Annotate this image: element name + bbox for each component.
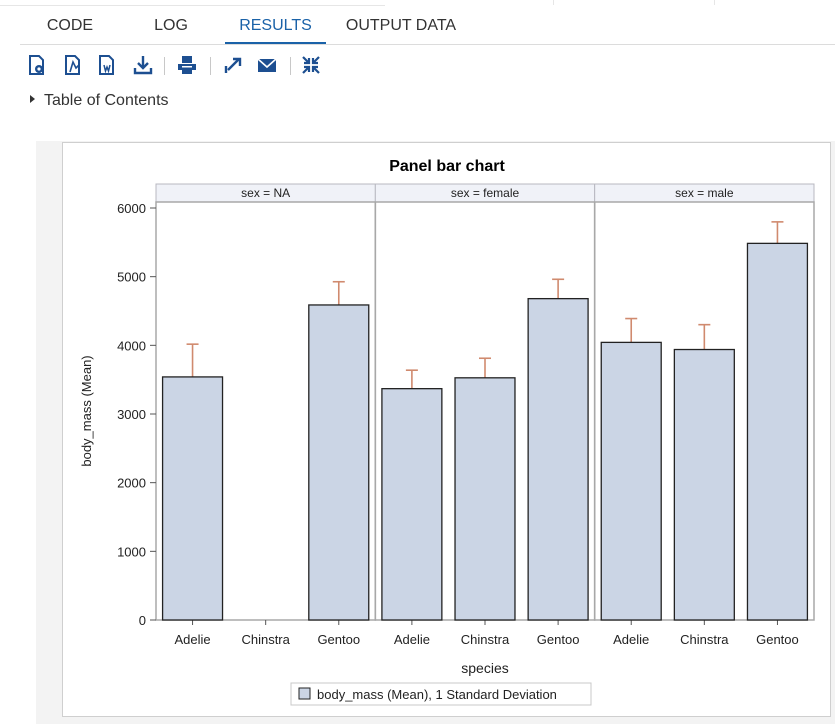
email-icon[interactable]	[256, 54, 278, 78]
print-icon[interactable]	[176, 54, 198, 78]
x-axis-label: species	[461, 660, 508, 676]
toolbar-divider	[164, 57, 165, 75]
html-report-icon[interactable]	[26, 54, 48, 78]
top-strip-tab	[553, 0, 715, 5]
caret-right-icon	[30, 95, 35, 103]
table-of-contents-toggle[interactable]: Table of Contents	[30, 92, 169, 114]
tab-code[interactable]: CODE	[46, 17, 94, 34]
y-tick-label: 3000	[117, 407, 146, 422]
bar	[161, 376, 224, 621]
bar	[527, 297, 589, 621]
collapse-icon[interactable]	[300, 54, 322, 78]
x-tick-label: Gentoo	[317, 632, 360, 647]
chart-title: Panel bar chart	[389, 158, 505, 175]
bar	[673, 348, 735, 621]
x-tick-label: Adelie	[394, 632, 430, 647]
legend-box	[290, 682, 592, 706]
bar	[600, 341, 662, 621]
bar	[746, 242, 809, 621]
y-tick-label: 6000	[117, 201, 146, 216]
panel-header-label: sex = male	[675, 186, 734, 200]
toolbar-divider	[210, 57, 211, 75]
y-tick-label: 1000	[117, 544, 146, 559]
x-tick-label: Chinstra	[241, 632, 290, 647]
results-toolbar	[26, 54, 426, 78]
tab-log[interactable]: LOG	[154, 17, 188, 34]
x-tick-label: Gentoo	[537, 632, 580, 647]
toc-label: Table of Contents	[44, 92, 169, 109]
tab-output-data[interactable]: OUTPUT DATA	[345, 17, 457, 34]
chart-frame: Panel bar chart sex = NA Adelie Chinstra Gen…	[62, 142, 831, 717]
x-tick-label: Adelie	[174, 632, 210, 647]
x-tick-label: Gentoo	[756, 632, 799, 647]
bar	[454, 377, 516, 621]
legend-label: body_mass (Mean), 1 Standard Deviation	[317, 687, 557, 702]
x-tick-label: Adelie	[613, 632, 649, 647]
y-axis-label: body_mass (Mean)	[79, 355, 94, 466]
tab-results[interactable]: RESULTS	[225, 8, 326, 44]
top-strip	[0, 0, 835, 6]
x-tick-label: Chinstra	[461, 632, 510, 647]
y-tick-label: 2000	[117, 476, 146, 491]
bar	[381, 388, 443, 621]
x-tick-label: Chinstra	[680, 632, 729, 647]
y-tick-label: 0	[139, 613, 146, 628]
open-in-new-window-icon[interactable]	[222, 54, 244, 78]
y-tick-label: 4000	[117, 338, 146, 353]
panel-header-label: sex = NA	[241, 186, 290, 200]
legend-swatch	[298, 687, 311, 700]
bar	[308, 304, 370, 621]
y-tick-label: 5000	[117, 270, 146, 285]
panel-header-label: sex = female	[451, 186, 520, 200]
top-strip-left	[0, 0, 385, 6]
panel-bar-chart: Panel bar chart sex = NA Adelie Chinstra Gen…	[79, 158, 815, 706]
toolbar-divider	[290, 57, 291, 75]
download-icon[interactable]	[132, 54, 154, 78]
results-tabs: CODE LOG RESULTS OUTPUT DATA	[20, 8, 835, 45]
pdf-report-icon[interactable]	[62, 54, 84, 78]
word-report-icon[interactable]	[96, 54, 118, 78]
